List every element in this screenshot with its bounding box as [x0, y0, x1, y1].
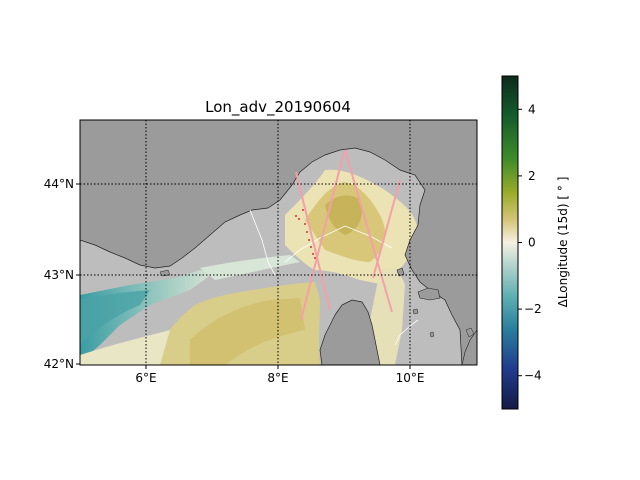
y-tick-marks	[76, 183, 80, 365]
pianosa-island	[412, 308, 419, 315]
red-drifter-dots	[295, 209, 316, 259]
white-trajectory-1	[249, 209, 276, 276]
map-plot-area	[80, 120, 477, 365]
capraia-island	[396, 267, 405, 277]
white-trajectory-2	[284, 225, 393, 263]
giglio-island	[465, 327, 475, 338]
italy-south	[461, 329, 477, 365]
x-tick-label-10e: 10°E	[396, 371, 425, 385]
x-tick-label-6e: 6°E	[135, 371, 156, 385]
colorbar-tick-neg4: −4	[524, 369, 542, 383]
map-title: Lon_adv_20190604	[205, 98, 351, 117]
colorbar-tick-2: 2	[528, 169, 536, 183]
gridlines	[80, 120, 477, 365]
pale-south-west	[80, 330, 170, 365]
teal-west-core	[80, 290, 150, 345]
track-1	[295, 171, 331, 311]
colorbar-tick-marks	[518, 108, 522, 377]
x-tick-label-8e: 8°E	[267, 371, 288, 385]
track-4	[372, 179, 401, 279]
coastal-light-band	[200, 255, 300, 280]
corsica	[319, 299, 381, 365]
ligurian-hotspot	[325, 195, 362, 235]
colorbar-tick-neg2: −2	[524, 302, 542, 316]
track-2	[300, 151, 345, 321]
track-3	[344, 149, 393, 313]
y-tick-label-43n: 43°N	[44, 268, 74, 282]
colorbar-tick-4: 4	[528, 102, 536, 116]
x-tick-marks	[145, 365, 411, 369]
yellow-south-core	[190, 298, 305, 365]
y-tick-label-44n: 44°N	[44, 177, 74, 191]
white-trajectory-3	[394, 319, 419, 346]
colorbar-label: ΔLongitude (15d) [ ° ]	[556, 177, 570, 308]
teal-west-band	[80, 270, 215, 362]
elba-island	[417, 287, 441, 301]
tyrrhenian-field	[370, 268, 405, 365]
y-tick-label-42n: 42°N	[44, 357, 74, 371]
montecristo-island	[429, 331, 435, 338]
colorbar	[501, 75, 519, 410]
colorbar-tick-0: 0	[528, 236, 536, 250]
